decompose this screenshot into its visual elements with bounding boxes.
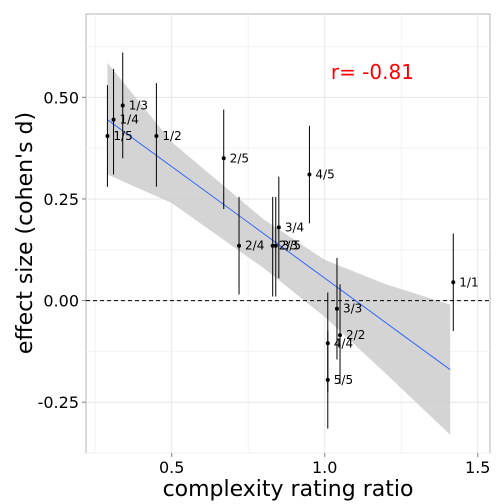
point-label: 3/3 bbox=[343, 302, 362, 316]
x-axis-ticks: 0.5 1.0 1.5 bbox=[159, 453, 490, 477]
data-point bbox=[451, 280, 456, 285]
point-label: 1/1 bbox=[459, 275, 478, 289]
point-label: 2/3 bbox=[279, 239, 298, 253]
data-point bbox=[338, 333, 343, 338]
point-label: 2/2 bbox=[346, 328, 365, 342]
data-point bbox=[111, 117, 116, 122]
point-label: 4/5 bbox=[315, 168, 334, 182]
data-point bbox=[334, 306, 339, 311]
x-tick-label: 0.5 bbox=[159, 458, 184, 477]
point-label: 2/5 bbox=[230, 151, 249, 165]
y-tick-label: -0.25 bbox=[38, 393, 79, 412]
data-points bbox=[105, 103, 456, 382]
point-labels: 1/31/4 1/5 1/2 2/5 4/5 3/4 2/4 2/33/5 1/1 3/3 2/24… bbox=[113, 98, 478, 386]
data-point bbox=[325, 377, 330, 382]
point-label: 4/4 bbox=[334, 336, 353, 350]
data-point bbox=[276, 225, 281, 230]
data-point bbox=[307, 172, 312, 177]
data-point bbox=[270, 243, 275, 248]
y-tick-label: 0.00 bbox=[43, 292, 79, 311]
data-point bbox=[120, 103, 125, 108]
point-label: 2/4 bbox=[245, 239, 264, 253]
correlation-annotation: r= -0.81 bbox=[331, 60, 414, 84]
point-label: 1/3 bbox=[129, 98, 148, 112]
y-axis-title: effect size (cohen's d) bbox=[13, 112, 38, 354]
y-tick-label: 0.25 bbox=[43, 190, 79, 209]
point-label: 3/4 bbox=[285, 220, 304, 234]
point-label: 1/4 bbox=[120, 113, 139, 127]
point-label: 1/2 bbox=[162, 129, 181, 143]
data-point bbox=[154, 133, 159, 138]
data-point bbox=[105, 133, 110, 138]
x-tick-label: 1.5 bbox=[465, 458, 490, 477]
y-axis-ticks: -0.25 0.00 0.25 0.50 bbox=[38, 88, 86, 412]
major-gridlines bbox=[86, 14, 490, 453]
point-label: 1/5 bbox=[113, 129, 132, 143]
point-label: 5/5 bbox=[334, 373, 353, 387]
data-point bbox=[221, 156, 226, 161]
y-tick-label: 0.50 bbox=[43, 88, 79, 107]
x-axis-title: complexity rating ratio bbox=[163, 477, 414, 502]
data-point bbox=[237, 243, 242, 248]
point-label: 3/5 bbox=[282, 239, 301, 253]
data-point bbox=[273, 243, 278, 248]
x-tick-label: 1.0 bbox=[312, 458, 337, 477]
data-point bbox=[325, 341, 330, 346]
